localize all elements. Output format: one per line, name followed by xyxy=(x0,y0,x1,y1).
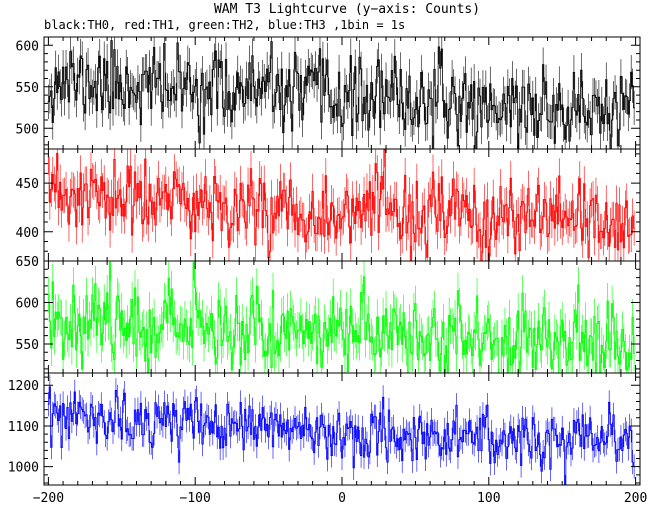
series-th2-line xyxy=(47,262,635,373)
series-th3-line xyxy=(47,386,635,485)
panel-ticks-th0 xyxy=(44,36,640,149)
y-tick-label: 550 xyxy=(16,81,39,96)
y-tick-label: 1200 xyxy=(8,379,39,394)
x-tick-label: 200 xyxy=(624,491,647,505)
series-th3-errorbars xyxy=(48,374,635,485)
y-tick-label: 500 xyxy=(16,122,39,137)
panel-ticks-th3 xyxy=(44,373,640,485)
y-tick-label: 1000 xyxy=(8,461,39,476)
x-tick-label: 0 xyxy=(338,491,346,505)
x-tick-label: −100 xyxy=(180,491,211,505)
x-tick-label: 100 xyxy=(477,491,500,505)
y-tick-label: 600 xyxy=(16,39,39,54)
series-th0-line xyxy=(47,40,635,149)
y-tick-label: 600 xyxy=(16,296,39,311)
panel-ticks-th2 xyxy=(44,260,640,373)
y-tick-label: 650 xyxy=(16,255,39,270)
chart-subtitle: black:TH0, red:TH1, green:TH2, blue:TH3 … xyxy=(44,18,405,32)
plot-area: 500550600400450550600650100011001200−200… xyxy=(8,36,647,505)
chart-title: WAM T3 Lightcurve (y−axis: Counts) xyxy=(214,2,480,17)
y-tick-label: 1100 xyxy=(8,420,39,435)
y-tick-label: 550 xyxy=(16,338,39,353)
x-tick-label: −200 xyxy=(33,491,64,505)
series-th1-line xyxy=(47,149,635,261)
y-tick-label: 450 xyxy=(16,177,39,192)
y-tick-label: 400 xyxy=(16,226,39,241)
